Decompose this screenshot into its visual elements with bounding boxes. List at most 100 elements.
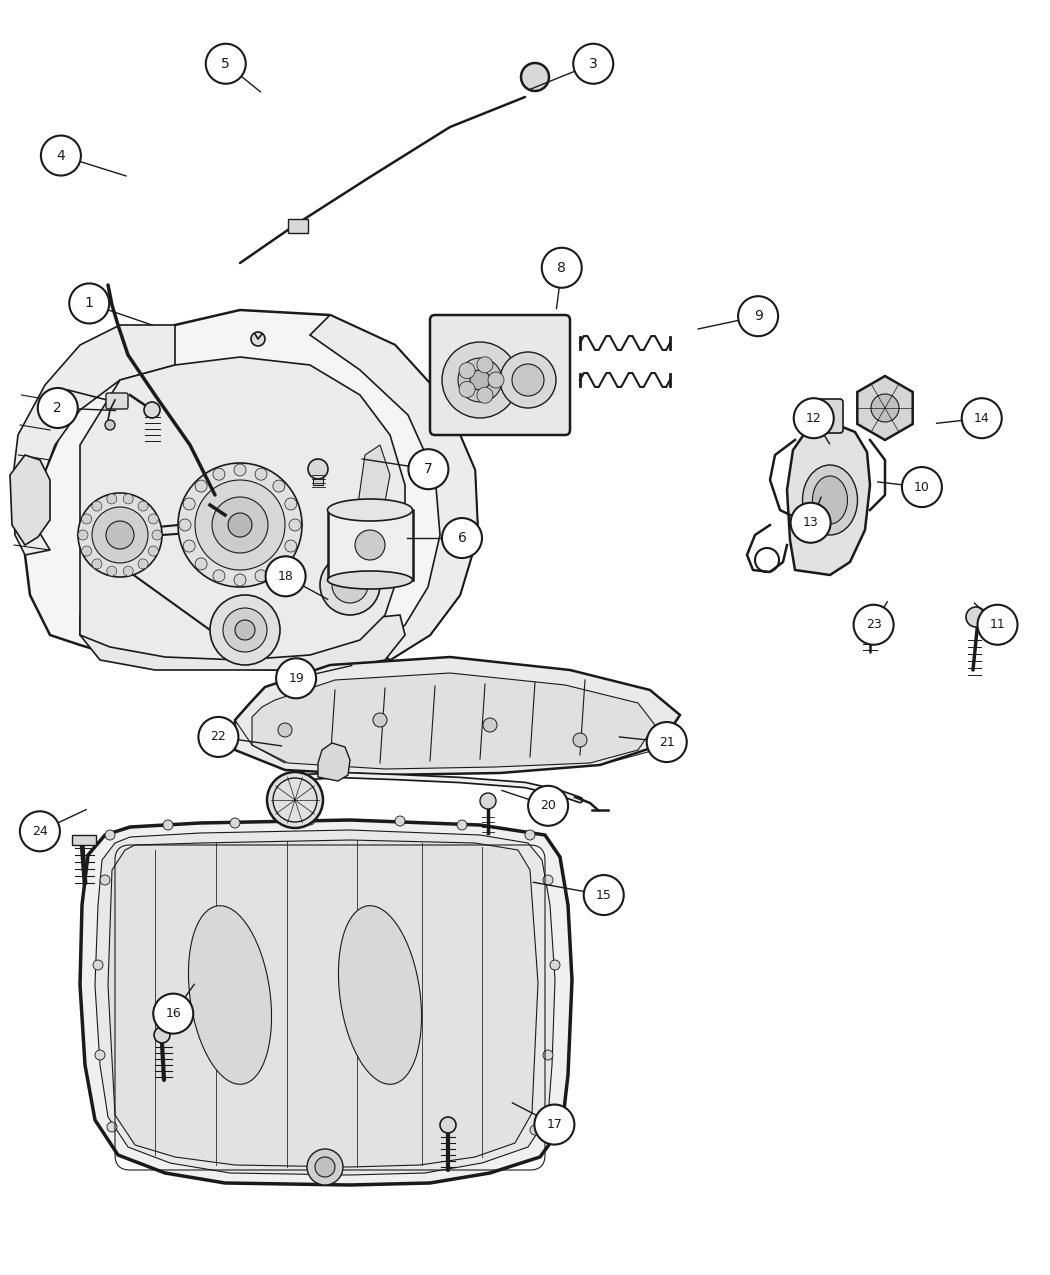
Circle shape bbox=[534, 1104, 574, 1145]
Circle shape bbox=[230, 819, 240, 827]
Circle shape bbox=[442, 342, 518, 418]
Circle shape bbox=[525, 830, 536, 840]
Circle shape bbox=[41, 135, 81, 176]
Circle shape bbox=[195, 479, 285, 570]
Text: 20: 20 bbox=[540, 799, 557, 812]
Circle shape bbox=[93, 960, 103, 970]
Circle shape bbox=[408, 449, 448, 490]
Circle shape bbox=[442, 518, 482, 558]
Circle shape bbox=[512, 363, 544, 397]
Circle shape bbox=[255, 570, 267, 581]
Circle shape bbox=[332, 567, 368, 603]
Circle shape bbox=[470, 370, 490, 390]
Ellipse shape bbox=[338, 905, 421, 1084]
Text: 22: 22 bbox=[210, 731, 226, 743]
Circle shape bbox=[543, 875, 553, 885]
Circle shape bbox=[278, 723, 292, 737]
Bar bbox=[288, 219, 308, 233]
Circle shape bbox=[138, 501, 148, 511]
Circle shape bbox=[213, 570, 225, 581]
Text: 23: 23 bbox=[865, 618, 881, 631]
Text: 3: 3 bbox=[589, 57, 597, 70]
Circle shape bbox=[206, 43, 246, 84]
Text: 12: 12 bbox=[806, 412, 821, 425]
Circle shape bbox=[163, 820, 173, 830]
Circle shape bbox=[584, 875, 624, 915]
Circle shape bbox=[183, 541, 195, 552]
Circle shape bbox=[862, 608, 878, 623]
Circle shape bbox=[107, 1122, 117, 1132]
Circle shape bbox=[854, 604, 894, 645]
Circle shape bbox=[235, 620, 255, 640]
Circle shape bbox=[195, 558, 207, 570]
Circle shape bbox=[273, 558, 285, 570]
Circle shape bbox=[234, 574, 246, 586]
Circle shape bbox=[966, 607, 986, 627]
Text: 15: 15 bbox=[595, 889, 612, 901]
Circle shape bbox=[183, 499, 195, 510]
Text: 10: 10 bbox=[914, 481, 930, 493]
Polygon shape bbox=[355, 445, 390, 575]
Text: 16: 16 bbox=[166, 1007, 181, 1020]
Circle shape bbox=[308, 459, 328, 479]
Circle shape bbox=[94, 1051, 105, 1060]
Circle shape bbox=[20, 811, 60, 852]
FancyBboxPatch shape bbox=[106, 393, 128, 409]
Polygon shape bbox=[108, 840, 538, 1167]
Circle shape bbox=[962, 398, 1002, 439]
Circle shape bbox=[458, 358, 502, 402]
Circle shape bbox=[38, 388, 78, 428]
Circle shape bbox=[154, 1026, 170, 1043]
Circle shape bbox=[528, 785, 568, 826]
FancyBboxPatch shape bbox=[807, 399, 843, 434]
Bar bbox=[328, 510, 413, 580]
Circle shape bbox=[794, 398, 834, 439]
Ellipse shape bbox=[802, 465, 858, 536]
Circle shape bbox=[477, 357, 492, 372]
Circle shape bbox=[153, 993, 193, 1034]
Circle shape bbox=[82, 514, 91, 524]
Circle shape bbox=[69, 283, 109, 324]
Ellipse shape bbox=[328, 571, 413, 589]
Text: 21: 21 bbox=[659, 736, 674, 748]
Polygon shape bbox=[10, 455, 50, 544]
Circle shape bbox=[530, 1125, 540, 1135]
Circle shape bbox=[123, 493, 133, 504]
Circle shape bbox=[285, 541, 297, 552]
Circle shape bbox=[266, 556, 306, 597]
Circle shape bbox=[395, 816, 405, 826]
Circle shape bbox=[178, 519, 191, 530]
Text: 18: 18 bbox=[277, 570, 294, 583]
Circle shape bbox=[267, 771, 323, 827]
Circle shape bbox=[543, 1051, 553, 1060]
Circle shape bbox=[315, 1156, 335, 1177]
Polygon shape bbox=[80, 615, 405, 669]
Text: 4: 4 bbox=[57, 149, 65, 162]
FancyBboxPatch shape bbox=[430, 315, 570, 435]
Circle shape bbox=[483, 718, 497, 732]
Circle shape bbox=[210, 595, 280, 666]
Text: 9: 9 bbox=[754, 310, 762, 323]
Ellipse shape bbox=[328, 499, 413, 521]
Circle shape bbox=[550, 960, 560, 970]
Circle shape bbox=[791, 502, 831, 543]
Circle shape bbox=[228, 513, 252, 537]
Text: 14: 14 bbox=[974, 412, 989, 425]
Circle shape bbox=[440, 1117, 456, 1133]
Circle shape bbox=[234, 464, 246, 476]
Bar bbox=[72, 835, 96, 845]
Circle shape bbox=[459, 362, 475, 379]
Circle shape bbox=[289, 519, 301, 530]
Circle shape bbox=[78, 493, 162, 578]
Circle shape bbox=[82, 546, 91, 556]
Circle shape bbox=[105, 830, 116, 840]
Circle shape bbox=[212, 497, 268, 553]
Circle shape bbox=[255, 468, 267, 481]
Circle shape bbox=[105, 419, 116, 430]
Circle shape bbox=[542, 247, 582, 288]
Polygon shape bbox=[788, 422, 870, 575]
Polygon shape bbox=[857, 376, 912, 440]
Ellipse shape bbox=[813, 476, 847, 524]
Circle shape bbox=[500, 352, 556, 408]
Circle shape bbox=[276, 658, 316, 699]
